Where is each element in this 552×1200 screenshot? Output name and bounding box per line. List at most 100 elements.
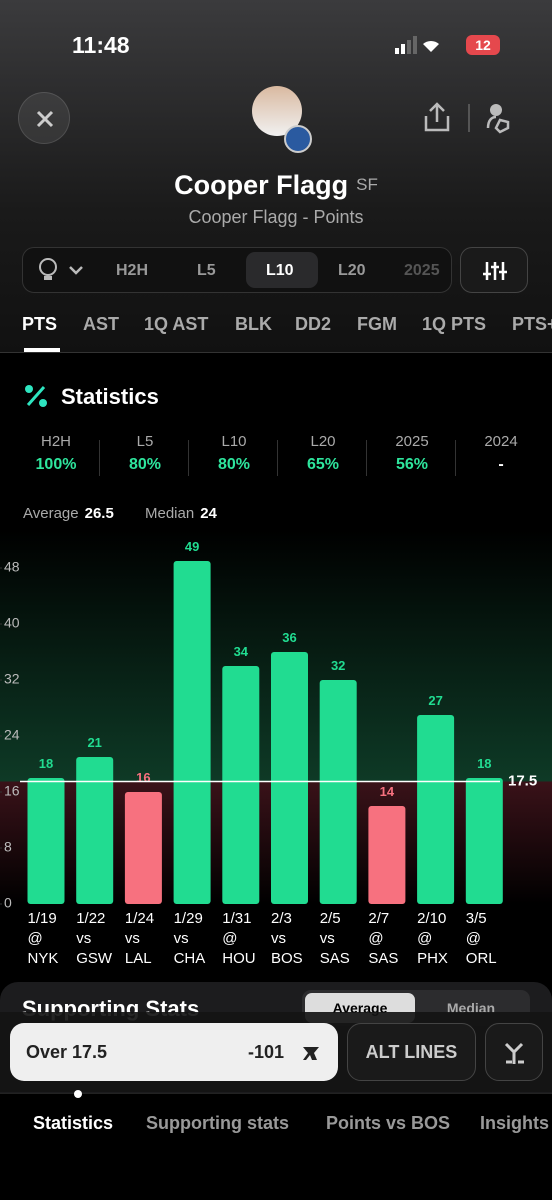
bar — [271, 652, 308, 904]
x-tick-label: LAL — [125, 950, 152, 967]
bar — [124, 792, 162, 904]
stat-tab[interactable]: FGM — [357, 314, 397, 334]
x-tick-label: SAS — [320, 950, 350, 967]
team-logo — [284, 125, 312, 153]
x-tick-label: @ — [368, 930, 383, 947]
bar — [368, 806, 406, 904]
selected-filter — [246, 252, 318, 288]
hit-rate-label: L5 — [136, 433, 154, 450]
y-tick-label: 8 — [4, 839, 12, 855]
stat-tab[interactable]: DD2 — [295, 314, 332, 334]
filter[interactable]: L20 — [338, 262, 366, 279]
x-tick-label: HOU — [222, 950, 255, 967]
value-label: 14 — [380, 784, 395, 799]
bar — [319, 680, 357, 904]
hit-rate-value: 80% — [128, 456, 162, 473]
time: 11:48 — [72, 32, 130, 58]
stat-tab[interactable]: PTS — [22, 314, 58, 334]
bet-odds: -101 — [248, 1042, 285, 1062]
value-label: 36 — [282, 630, 296, 645]
y-tick-label: 16 — [4, 783, 20, 799]
value-label: 32 — [331, 658, 345, 673]
y-tick-label: 0 — [4, 895, 12, 911]
x-tick-label: NYK — [28, 950, 59, 967]
filter[interactable]: L10 — [266, 262, 294, 279]
y-tick-label: 40 — [4, 615, 20, 631]
divider — [99, 440, 100, 476]
filter-dropdown[interactable] — [36, 257, 88, 283]
player-name: Cooper Flagg SF — [0, 170, 552, 201]
x-tick-label: PHX — [417, 950, 448, 967]
hit-rate-value: 100% — [35, 456, 77, 473]
value-label: 49 — [185, 539, 199, 554]
over-button[interactable]: Over 17.5 -101 — [10, 1023, 338, 1081]
x-tick-label: 2/3 — [271, 910, 292, 927]
x-tick-label: vs — [271, 930, 286, 947]
hit-rate-label: L10 — [221, 433, 247, 450]
nav-tab[interactable]: Supporting stats — [146, 1113, 289, 1133]
section-title: Statistics — [61, 384, 159, 409]
x-tick-label: 1/31 — [222, 910, 251, 927]
value-label: 16 — [136, 770, 150, 785]
value-label: 18 — [477, 756, 491, 771]
average: Average 26.5 — [23, 505, 114, 522]
median-value: 24 — [200, 505, 217, 522]
header-icons[interactable] — [418, 100, 528, 136]
stat-tab[interactable]: BLK — [235, 314, 272, 334]
bar — [465, 778, 503, 904]
hit-rate-label: L20 — [310, 433, 336, 450]
builder-button[interactable] — [485, 1023, 543, 1081]
median-label: Median — [145, 505, 195, 522]
x-tick-label: BOS — [271, 950, 303, 967]
chart: 0 8 16 24 32 40 48 18 1/19 @ NYK 21 1/22 vs GSW 16 1/24 v… — [0, 530, 552, 967]
close-button[interactable] — [18, 92, 70, 144]
x-tick-label: 1/22 — [76, 910, 105, 927]
nav-tab[interactable]: Points vs BOS — [326, 1113, 451, 1133]
alt-lines-button[interactable]: ALT LINES — [347, 1023, 476, 1081]
stat-tab[interactable]: 1Q AST — [144, 314, 209, 334]
x-tick-label: 2/5 — [320, 910, 341, 927]
x-tick-label: @ — [222, 930, 237, 947]
x-tick-label: @ — [28, 930, 43, 947]
x-tick-label: GSW — [76, 950, 113, 967]
y-tick-label: 32 — [4, 671, 20, 687]
value-label: 34 — [234, 644, 249, 659]
x-tick-label: vs — [76, 930, 91, 947]
filter[interactable]: H2H — [116, 262, 149, 279]
header-bg — [0, 0, 552, 352]
x-tick-label: 1/19 — [28, 910, 57, 927]
signal-wifi — [395, 36, 439, 54]
nav-indicator — [74, 1090, 82, 1098]
divider — [366, 440, 367, 476]
filter[interactable]: L5 — [197, 262, 216, 279]
hit-rate-value: 56% — [395, 456, 429, 473]
line-label: 17.5 — [508, 772, 537, 789]
x-tick-label: @ — [417, 930, 432, 947]
stats-icon — [25, 385, 47, 407]
bar — [173, 561, 211, 904]
hit-rate-label: H2H — [40, 433, 71, 450]
settings-button[interactable] — [460, 247, 528, 293]
average-value: 26.5 — [84, 505, 114, 522]
bar — [222, 666, 260, 904]
nav-tab[interactable]: Statistics — [33, 1113, 114, 1133]
stat-tab[interactable]: 1Q PTS — [422, 314, 487, 334]
value-label: 27 — [428, 693, 442, 708]
nav-tab[interactable]: Insights — [480, 1113, 550, 1133]
x-tick-label: SAS — [368, 950, 398, 967]
divider — [188, 440, 189, 476]
stat-tab[interactable]: PTS+ — [512, 314, 552, 334]
x-tick-label: vs — [320, 930, 335, 947]
stat-tab[interactable]: AST — [83, 314, 119, 334]
bottom-nav — [0, 1093, 552, 1200]
x-tick-label: 1/24 — [125, 910, 154, 927]
stats-panel — [0, 352, 552, 492]
filter[interactable]: 2025 — [404, 262, 440, 279]
subtitle: Cooper Flagg - Points — [188, 207, 364, 227]
x-tick-label: vs — [125, 930, 140, 947]
value-label: 21 — [87, 735, 101, 750]
player-name-text: Cooper Flagg — [174, 170, 349, 200]
y-tick-label: 24 — [4, 727, 20, 743]
x-tick-label: 2/7 — [368, 910, 389, 927]
battery: 12 — [466, 35, 500, 55]
